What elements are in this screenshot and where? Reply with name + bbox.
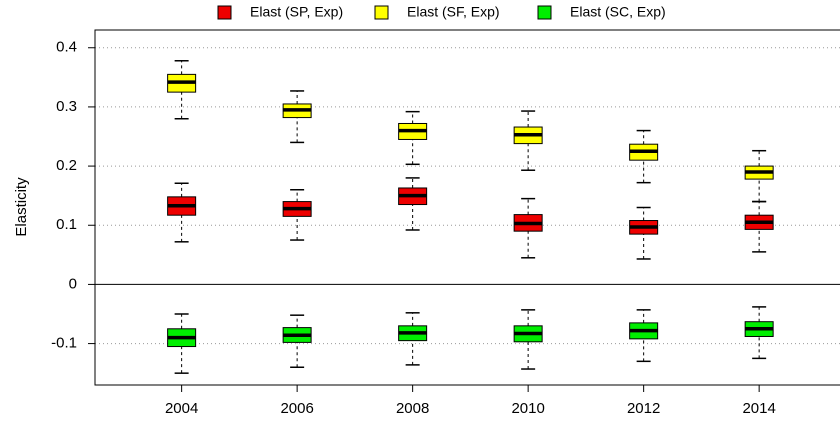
y-tick-label: 0.4	[56, 39, 77, 56]
y-tick-label: 0.1	[56, 216, 77, 233]
legend-label: Elast (SC, Exp)	[570, 4, 666, 20]
x-tick-label: 2006	[280, 400, 313, 417]
y-axis-label: Elasticity	[13, 177, 30, 237]
x-tick-label: 2014	[742, 400, 775, 417]
x-tick-label: 2008	[396, 400, 429, 417]
legend-swatch	[217, 5, 232, 20]
x-tick-label: 2004	[165, 400, 198, 417]
legend-swatch	[374, 5, 389, 20]
y-tick-label: 0.3	[56, 98, 77, 115]
legend-label: Elast (SF, Exp)	[407, 4, 500, 20]
legend-label: Elast (SP, Exp)	[250, 4, 343, 20]
x-tick-label: 2012	[627, 400, 660, 417]
legend-swatch	[537, 5, 552, 20]
y-tick-label: 0	[69, 275, 77, 292]
x-tick-label: 2010	[511, 400, 544, 417]
y-tick-label: 0.2	[56, 157, 77, 174]
y-tick-label: -0.1	[51, 335, 77, 352]
plot-frame	[94, 29, 840, 386]
